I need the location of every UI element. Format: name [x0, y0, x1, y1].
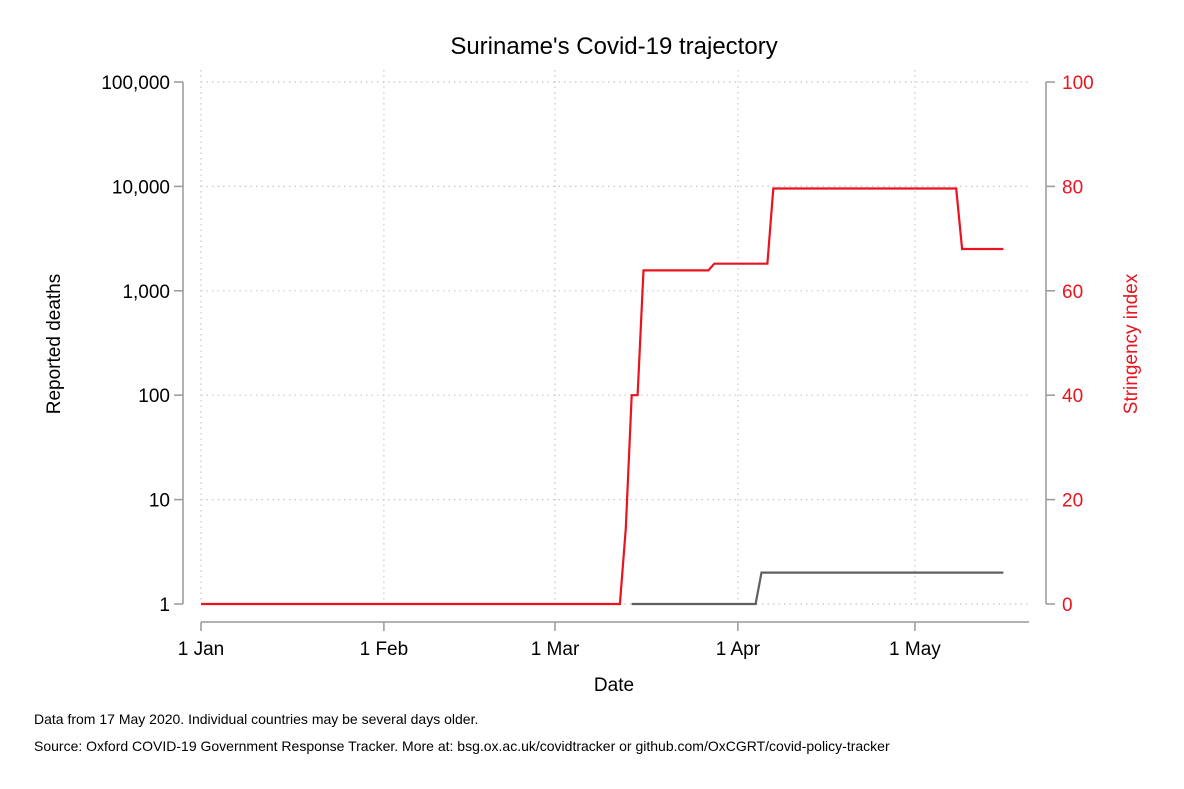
x-axis-label: Date [594, 675, 634, 696]
y-axis-right-label: Stringency index [1121, 273, 1142, 414]
y-left-tick-label: 1 [159, 595, 170, 616]
gridlines [200, 70, 1029, 605]
axes: 1 10 100 1,000 10,000 100,000 0 20 40 60 80 100 1 Ja… [101, 73, 1093, 660]
y-right-tick-label: 20 [1062, 491, 1083, 512]
y-right-tick-label: 0 [1062, 595, 1073, 616]
x-tick-label: 1 Feb [360, 639, 409, 660]
y-axis-left-label: Reported deaths [44, 274, 65, 415]
y-right-tick-label: 80 [1062, 177, 1083, 198]
y-left-tick-label: 1,000 [122, 282, 170, 303]
y-left-tick-label: 100,000 [101, 73, 170, 94]
x-tick-label: 1 Jan [178, 639, 224, 660]
chart-title: Suriname's Covid-19 trajectory [450, 33, 777, 60]
x-tick-label: 1 Apr [716, 639, 761, 660]
series-line-deaths [631, 571, 1004, 606]
x-tick-label: 1 May [889, 639, 941, 660]
y-right-tick-label: 60 [1062, 282, 1083, 303]
series-lines [201, 187, 1004, 606]
x-tick-label: 1 Mar [531, 639, 580, 660]
chart: Suriname's Covid-19 trajectory 1 10 100 1,0… [44, 33, 1142, 696]
y-right-tick-label: 100 [1062, 73, 1094, 94]
footnote-data-date: Data from 17 May 2020. Individual countr… [34, 711, 479, 727]
series-line-stringency [201, 187, 1004, 606]
y-left-tick-label: 10,000 [112, 177, 170, 198]
y-left-tick-label: 100 [138, 386, 170, 407]
y-left-tick-label: 10 [149, 491, 170, 512]
footnote-source: Source: Oxford COVID-19 Government Respo… [34, 738, 890, 754]
y-right-tick-label: 40 [1062, 386, 1083, 407]
